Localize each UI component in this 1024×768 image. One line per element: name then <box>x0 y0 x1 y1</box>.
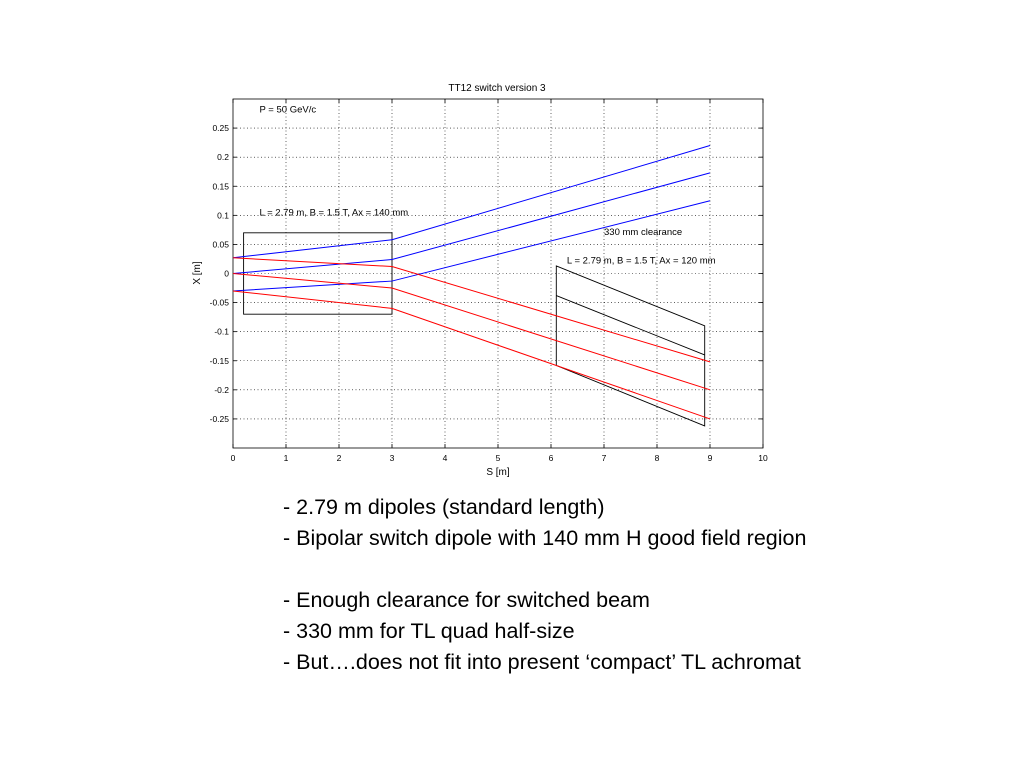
y-tick-label: -0.1 <box>214 327 229 337</box>
y-tick-label: -0.15 <box>210 356 230 366</box>
grid <box>233 99 763 448</box>
x-tick-label: 9 <box>708 453 713 463</box>
y-tick-label: 0.1 <box>217 210 229 220</box>
annotation: L = 2.79 m, B = 1.5 T, Ax = 140 mm <box>260 207 409 218</box>
chart-title: TT12 switch version 3 <box>448 83 546 94</box>
beam-trajectories <box>232 145 711 420</box>
annotation: L = 2.79 m, B = 1.5 T, Ax = 120 mm <box>567 256 716 267</box>
trajectory-blue <box>232 172 711 274</box>
y-tick-label: 0.15 <box>212 181 229 191</box>
trajectory-red <box>232 257 711 363</box>
y-tick-label: -0.05 <box>210 298 230 308</box>
bullet-item: - 2.79 m dipoles (standard length) <box>283 495 605 519</box>
trajectory-plot: TT12 switch version 3 0 1 2 3 4 5 6 7 8 9 10 0.25 0.… <box>192 83 768 478</box>
switch-dipole-box <box>243 232 393 315</box>
x-tick-label: 1 <box>284 453 289 463</box>
y-tick-label: 0.2 <box>217 152 229 162</box>
x-axis-label: S [m] <box>486 467 510 478</box>
y-tick-label: 0.05 <box>212 239 229 249</box>
bullet-item: - But….does not fit into present ‘compac… <box>283 650 801 674</box>
x-tick-label: 8 <box>655 453 660 463</box>
plot-frame <box>232 98 764 449</box>
y-tick-label: 0 <box>224 269 229 279</box>
x-tick-label: 0 <box>231 453 236 463</box>
axis-ticks: 0 1 2 3 4 5 6 7 8 9 10 0.25 0.2 0.15 0.1 0.05 0 -0.05 -0.1… <box>210 99 768 463</box>
x-tick-label: 10 <box>758 453 768 463</box>
x-tick-label: 7 <box>602 453 607 463</box>
trajectory-red <box>232 273 711 391</box>
x-tick-label: 3 <box>390 453 395 463</box>
y-tick-label: -0.2 <box>214 385 229 395</box>
annotations: P = 50 GeV/c L = 2.79 m, B = 1.5 T, Ax = … <box>260 104 716 266</box>
bullet-list: - 2.79 m dipoles (standard length) - Bip… <box>283 492 1003 678</box>
x-tick-label: 4 <box>443 453 448 463</box>
bullet-item: - Bipolar switch dipole with 140 mm H go… <box>283 526 807 550</box>
x-tick-label: 2 <box>337 453 342 463</box>
y-axis-label: X [m] <box>192 261 203 285</box>
y-tick-label: -0.25 <box>210 414 230 424</box>
bullet-item: - Enough clearance for switched beam <box>283 588 650 612</box>
trajectory-blue <box>232 200 711 292</box>
annotation: 330 mm clearance <box>604 227 682 238</box>
trajectory-blue <box>232 145 711 259</box>
x-tick-label: 5 <box>496 453 501 463</box>
x-tick-label: 6 <box>549 453 554 463</box>
bullet-item: - 330 mm for TL quad half-size <box>283 619 575 643</box>
trajectory-red <box>232 290 711 420</box>
dipole-outlines <box>243 232 706 427</box>
y-tick-label: 0.25 <box>212 123 229 133</box>
annotation: P = 50 GeV/c <box>260 104 317 115</box>
downstream-dipole-midline <box>556 295 705 356</box>
downstream-dipole-box <box>555 265 706 427</box>
bullet-spacer <box>283 554 1003 585</box>
